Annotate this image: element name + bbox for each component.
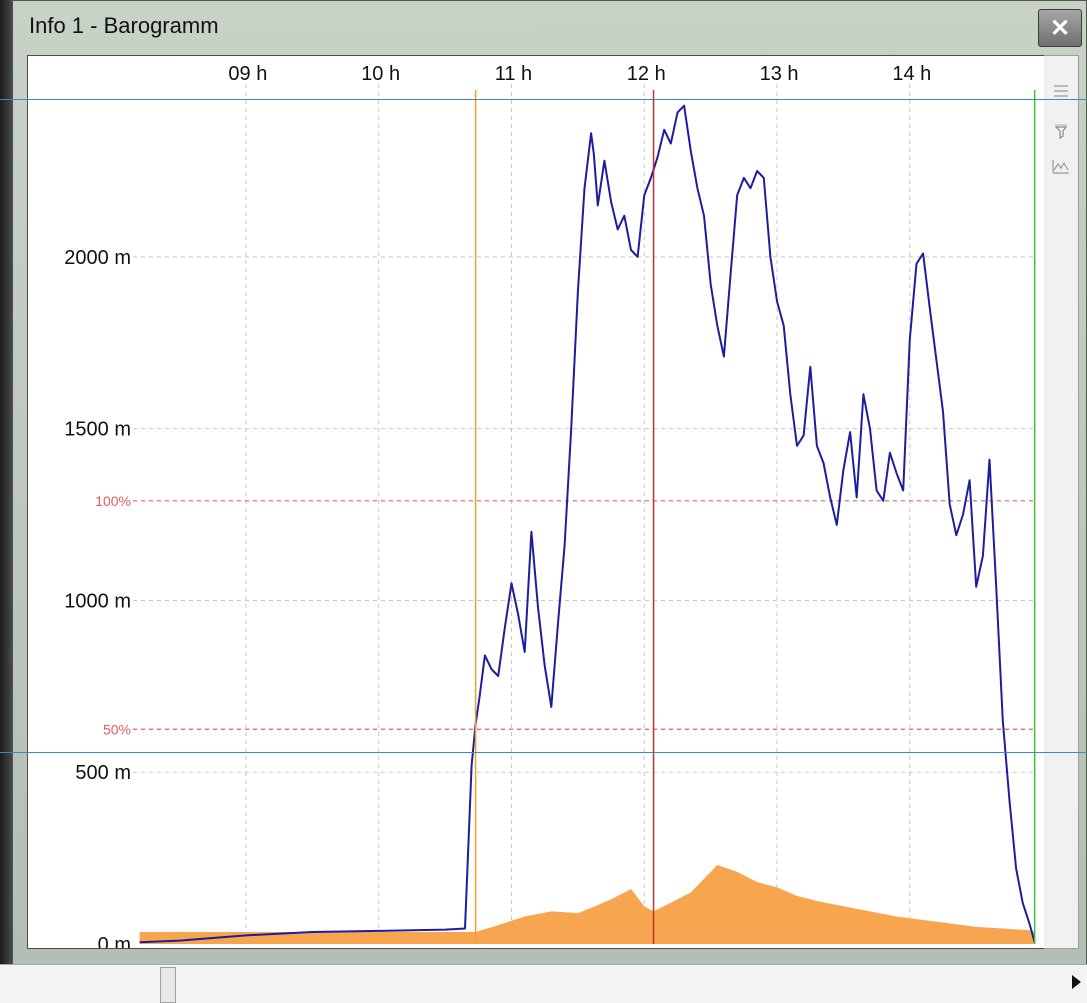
x-tick-label: 13 h — [760, 63, 799, 85]
y-tick-label: 1000 m — [64, 590, 131, 612]
altitude-line — [139, 104, 1036, 944]
scroll-right-arrow-icon[interactable] — [1072, 975, 1081, 989]
x-tick-label: 12 h — [627, 63, 666, 85]
threshold-label: 100% — [95, 493, 131, 509]
title-bar[interactable]: Info 1 - Barogramm ✕ — [13, 1, 1086, 53]
chart-mode-icon[interactable] — [1050, 156, 1072, 178]
close-icon: ✕ — [1049, 14, 1071, 42]
y-tick-label: 1500 m — [64, 419, 131, 441]
barogram-chart[interactable]: 09 h 10 h 11 h 12 h 13 h 14 h 0 m 500 m 1000 m 15… — [28, 56, 1044, 956]
screen-guide-line-top — [0, 99, 1087, 100]
side-toolbar — [1044, 55, 1079, 949]
y-tick-label: 0 m — [98, 934, 131, 948]
barogram-plot[interactable]: 09 h 10 h 11 h 12 h 13 h 14 h 0 m 500 m 1000 m 15… — [27, 55, 1045, 956]
left-edge-panel — [0, 0, 14, 1002]
y-tick-label: 500 m — [75, 762, 131, 784]
barogram-window: Info 1 - Barogramm ✕ 09 h 10 h 11 h 12 h 13 … — [12, 0, 1087, 966]
close-button[interactable]: ✕ — [1038, 9, 1082, 47]
ground-area — [139, 864, 1035, 944]
window-title: Info 1 - Barogramm — [29, 13, 219, 38]
screen-guide-line-bottom — [0, 752, 1087, 753]
x-tick-label: 14 h — [892, 63, 931, 85]
horizontal-scrollbar[interactable] — [0, 964, 1087, 1003]
threshold-label: 50% — [103, 721, 131, 737]
x-tick-label: 10 h — [361, 63, 400, 85]
scroll-thumb[interactable] — [160, 967, 176, 1003]
menu-icon[interactable] — [1050, 80, 1072, 102]
x-tick-label: 09 h — [228, 63, 267, 85]
y-tick-label: 2000 m — [64, 247, 131, 269]
pin-icon[interactable] — [1050, 122, 1072, 144]
x-tick-label: 11 h — [495, 63, 532, 85]
